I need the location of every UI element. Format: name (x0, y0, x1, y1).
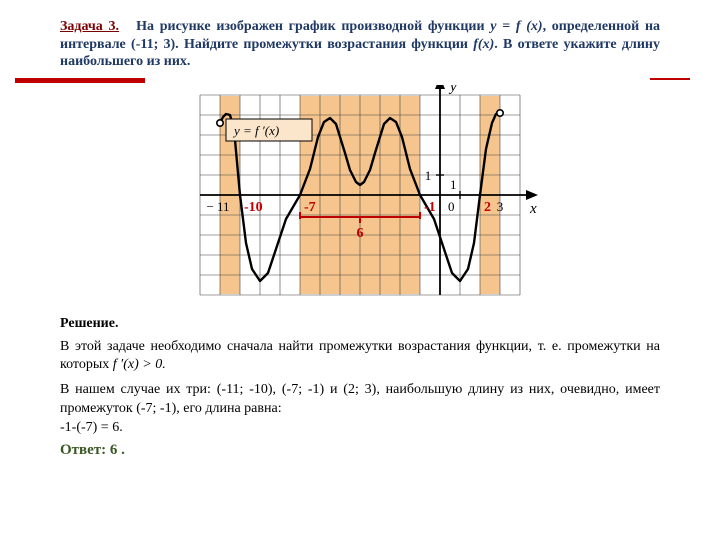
svg-text:− 11: − 11 (206, 199, 229, 214)
svg-text:y: y (448, 85, 457, 95)
svg-text:1: 1 (450, 177, 457, 192)
svg-text:-7: -7 (304, 200, 316, 215)
svg-text:x: x (529, 201, 537, 217)
svg-text:-1: -1 (424, 200, 436, 215)
svg-text:0: 0 (448, 199, 455, 214)
svg-text:6: 6 (357, 226, 364, 241)
derivative-chart: y = f ′(x) y x − 11 0 1 3 1 -10 -7 -1 2 6 (180, 85, 540, 305)
svg-text:y = f ′(x): y = f ′(x) (232, 123, 279, 138)
svg-text:2: 2 (484, 200, 491, 215)
svg-text:-10: -10 (244, 200, 263, 215)
solution-para1b: f ′(x) > 0. (113, 357, 166, 372)
problem-fn1: y = f (x) (490, 19, 542, 34)
solution-para2: В нашем случае их три: (-11; -10), (-7; … (60, 382, 660, 416)
problem-text-1: На рисунке изображен график производной … (136, 19, 490, 34)
problem-fn2: f(x) (473, 37, 494, 52)
svg-text:1: 1 (425, 168, 432, 183)
problem-number: Задача 3. (60, 19, 119, 34)
svg-text:3: 3 (497, 199, 504, 214)
answer: Ответ: 6 . (60, 442, 660, 459)
solution-heading: Решение. (60, 316, 660, 332)
solution-para2b: -1-(-7) = 6. (60, 420, 123, 435)
horizontal-red-rule (60, 75, 660, 83)
